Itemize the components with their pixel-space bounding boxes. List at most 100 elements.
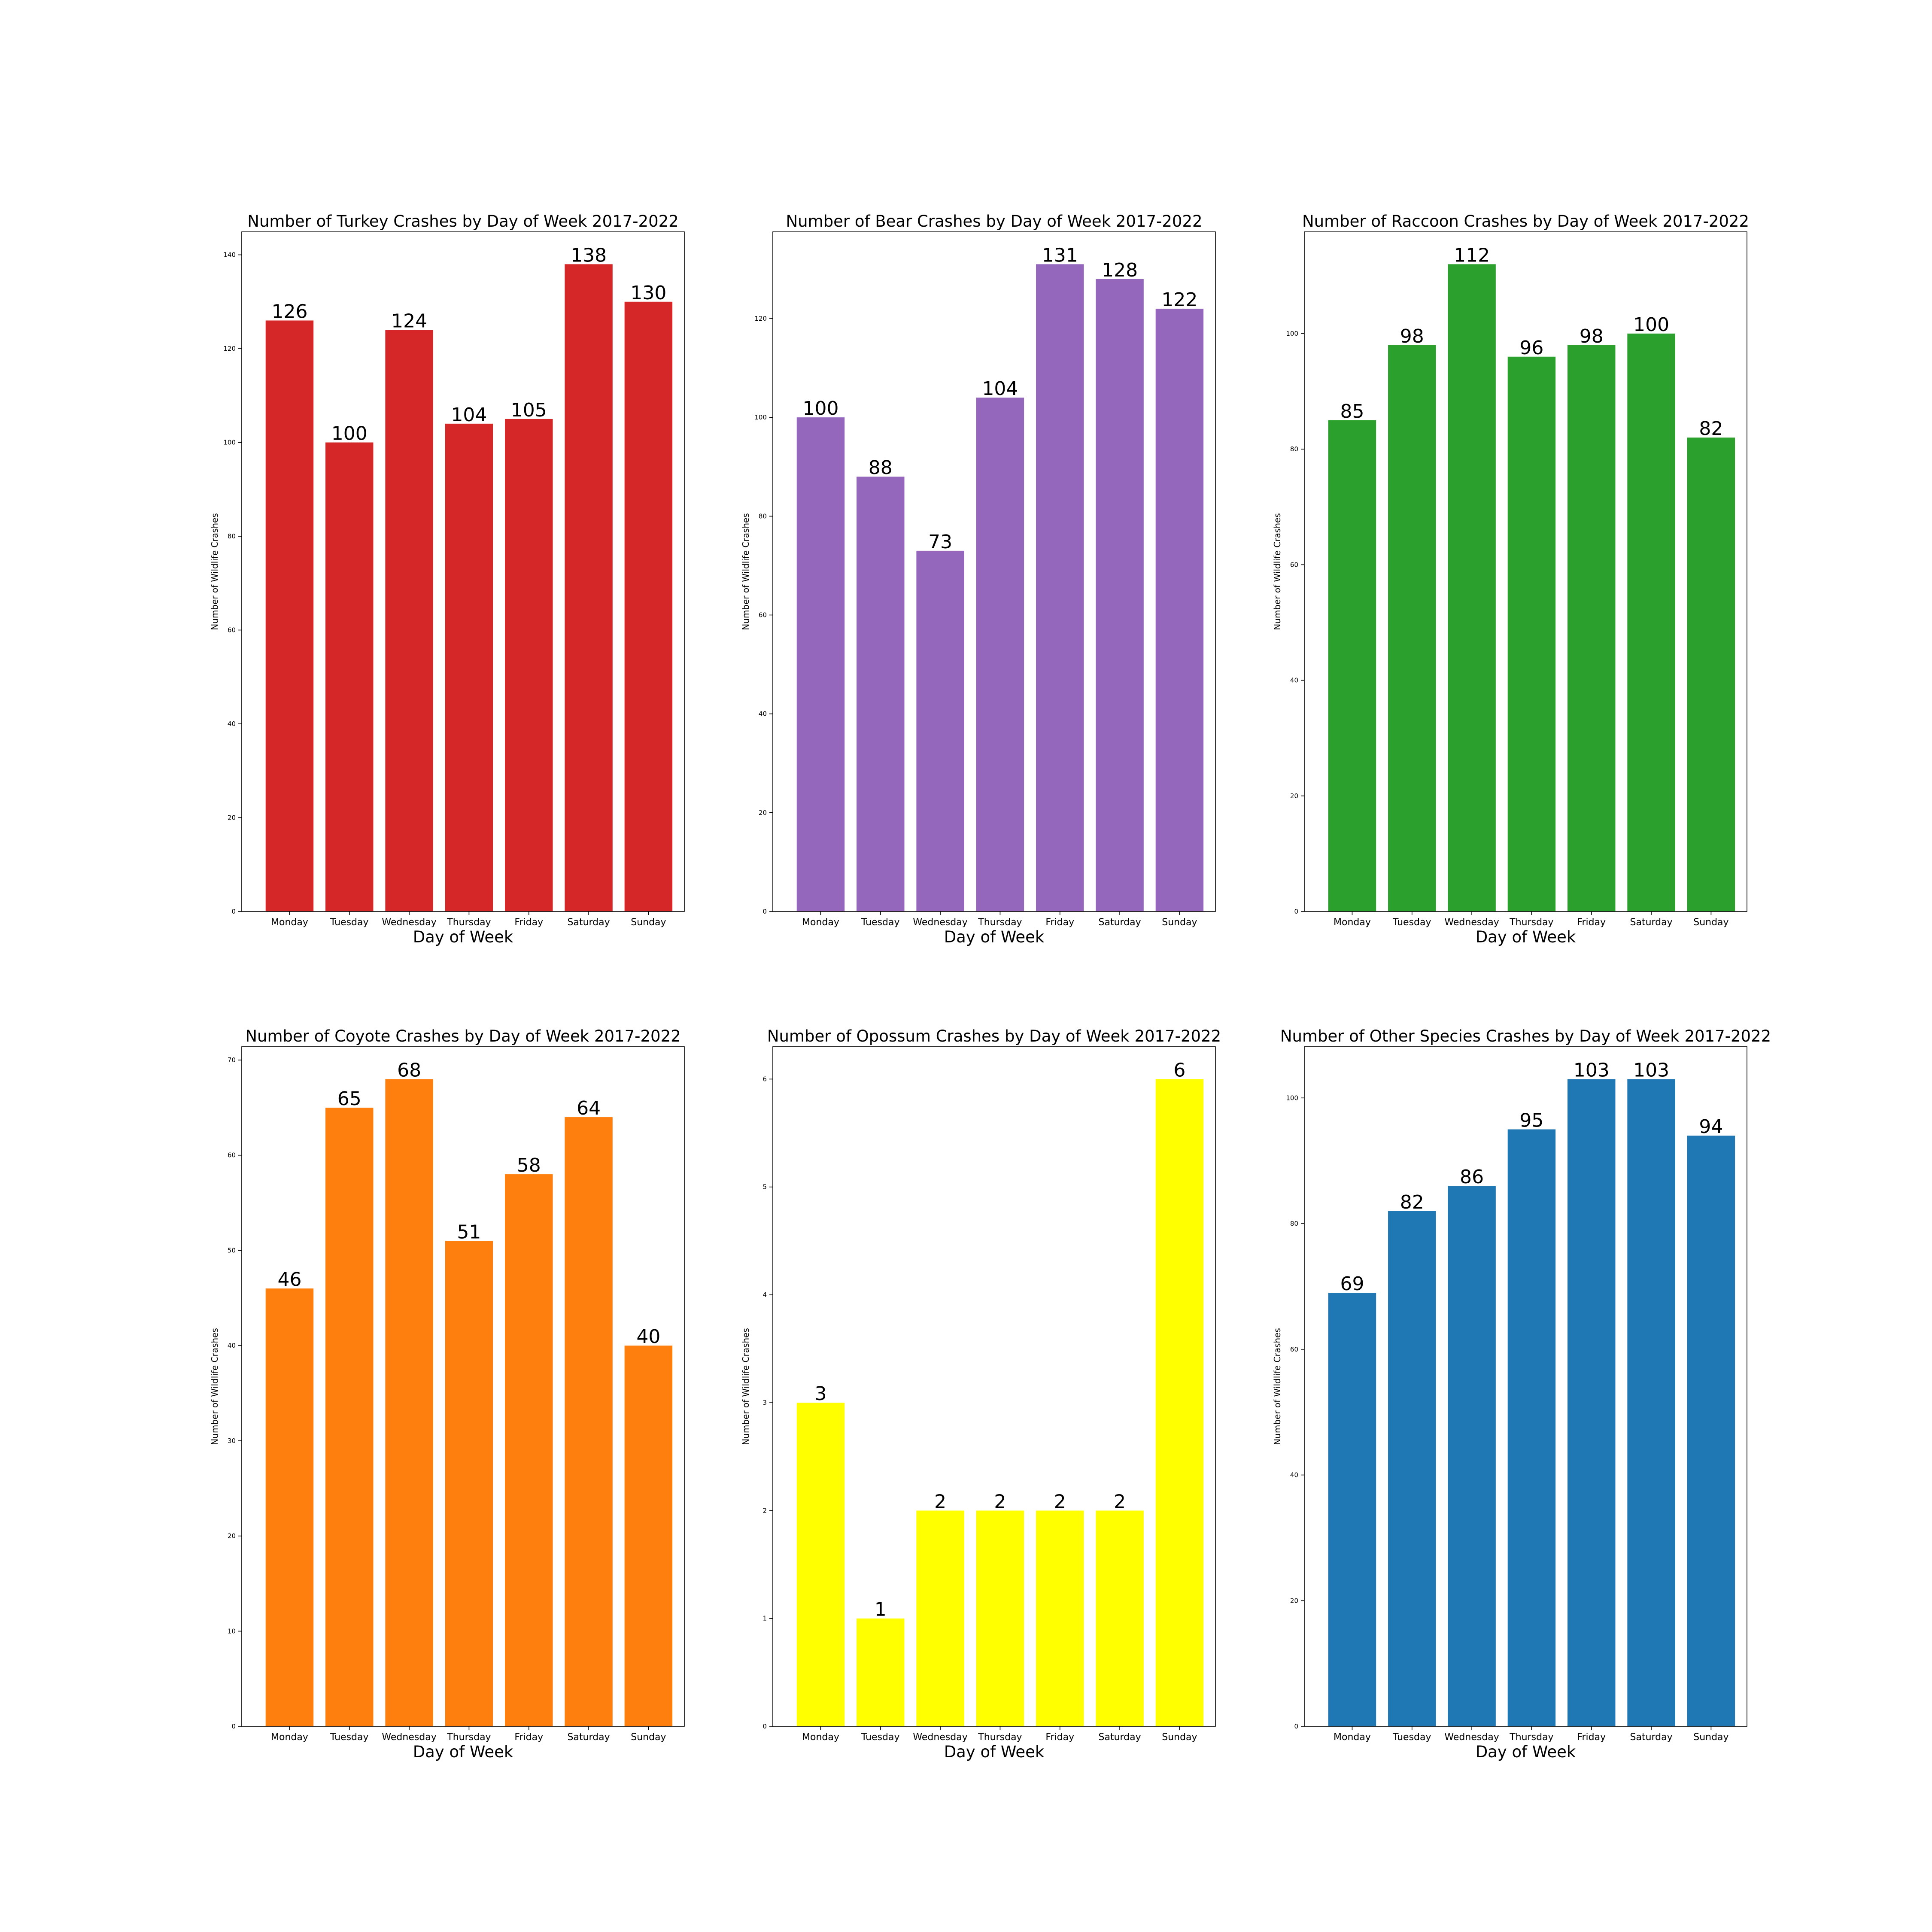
data-label: 2 bbox=[994, 1491, 1006, 1513]
y-tick-label: 0 bbox=[231, 908, 236, 915]
x-tick-label: Tuesday bbox=[1392, 1732, 1431, 1743]
data-label: 128 bbox=[1102, 259, 1138, 281]
y-axis-label: Number of Wildlife Crashes bbox=[210, 1328, 220, 1445]
x-tick-label: Thursday bbox=[447, 917, 491, 928]
bar-sunday bbox=[1155, 1079, 1204, 1726]
data-label: 138 bbox=[571, 244, 607, 266]
x-tick-label: Sunday bbox=[1693, 1732, 1728, 1743]
data-label: 122 bbox=[1161, 289, 1197, 311]
x-tick-label: Thursday bbox=[978, 1732, 1022, 1743]
y-tick-label: 0 bbox=[1294, 908, 1298, 915]
x-tick-label: Tuesday bbox=[330, 1732, 369, 1743]
y-tick-label: 0 bbox=[762, 908, 767, 915]
y-axis-label: Number of Wildlife Crashes bbox=[210, 513, 220, 630]
axes-frame bbox=[241, 231, 685, 912]
data-label: 126 bbox=[271, 301, 307, 322]
y-tick-label: 20 bbox=[759, 809, 767, 817]
x-tick-label: Saturday bbox=[568, 1732, 610, 1743]
data-label: 2 bbox=[1054, 1491, 1066, 1513]
x-tick-label: Sunday bbox=[631, 917, 666, 928]
bar-tuesday bbox=[325, 1107, 374, 1726]
y-tick-label: 40 bbox=[759, 710, 767, 718]
data-label: 105 bbox=[511, 399, 547, 421]
bar-friday bbox=[1036, 264, 1084, 911]
bar-sunday bbox=[1155, 308, 1204, 912]
y-axis-label: Number of Wildlife Crashes bbox=[741, 1328, 751, 1445]
x-tick-label: Saturday bbox=[1630, 917, 1673, 928]
bar-monday bbox=[265, 1288, 314, 1726]
y-tick-label: 120 bbox=[754, 315, 767, 322]
chart-panel-2: Number of Raccoon Crashes by Day of Week… bbox=[1272, 212, 1749, 946]
data-label: 2 bbox=[934, 1491, 946, 1513]
chart-title: Number of Raccoon Crashes by Day of Week… bbox=[1302, 212, 1749, 231]
bar-tuesday bbox=[1388, 345, 1436, 912]
y-tick-label: 50 bbox=[228, 1246, 236, 1254]
bar-thursday bbox=[445, 423, 493, 912]
data-label: 112 bbox=[1454, 244, 1490, 266]
bar-wednesday bbox=[916, 1510, 964, 1726]
y-tick-label: 5 bbox=[762, 1183, 767, 1191]
bar-monday bbox=[1328, 420, 1376, 911]
x-tick-label: Sunday bbox=[631, 1732, 666, 1743]
y-tick-label: 40 bbox=[1290, 677, 1298, 684]
y-tick-label: 40 bbox=[228, 720, 236, 728]
bar-sunday bbox=[1687, 437, 1735, 911]
axes-frame bbox=[241, 1046, 685, 1727]
bar-wednesday bbox=[1448, 1186, 1496, 1726]
bar-saturday bbox=[1096, 1510, 1144, 1726]
x-tick-label: Sunday bbox=[1162, 1732, 1197, 1743]
data-label: 98 bbox=[1400, 325, 1424, 347]
y-tick-label: 20 bbox=[228, 814, 236, 822]
chart-panel-5: Number of Other Species Crashes by Day o… bbox=[1272, 1027, 1771, 1761]
bar-friday bbox=[505, 419, 553, 911]
data-label: 95 bbox=[1519, 1109, 1543, 1131]
x-tick-label: Friday bbox=[1045, 1732, 1074, 1743]
x-tick-label: Saturday bbox=[1099, 1732, 1141, 1743]
bar-sunday bbox=[624, 1346, 673, 1726]
y-tick-label: 20 bbox=[228, 1532, 236, 1540]
y-tick-label: 1 bbox=[762, 1615, 767, 1622]
y-tick-label: 140 bbox=[223, 251, 236, 259]
bar-friday bbox=[1036, 1510, 1084, 1726]
y-tick-label: 80 bbox=[1290, 445, 1298, 453]
x-tick-label: Sunday bbox=[1162, 917, 1197, 928]
axes-frame bbox=[772, 1046, 1216, 1727]
bar-wednesday bbox=[1448, 264, 1496, 911]
axes-frame bbox=[1304, 231, 1747, 912]
x-tick-label: Monday bbox=[802, 1732, 839, 1743]
y-tick-label: 4 bbox=[762, 1291, 767, 1299]
x-axis-label: Day of Week bbox=[944, 1743, 1045, 1761]
data-label: 3 bbox=[814, 1383, 826, 1405]
data-label: 104 bbox=[451, 404, 487, 426]
chart-grid: Number of Turkey Crashes by Day of Week … bbox=[210, 212, 1771, 1761]
y-tick-label: 120 bbox=[223, 345, 236, 352]
bar-thursday bbox=[1507, 1129, 1556, 1726]
x-tick-label: Wednesday bbox=[913, 917, 967, 928]
y-tick-label: 100 bbox=[754, 413, 767, 421]
x-tick-label: Saturday bbox=[1099, 917, 1141, 928]
y-tick-label: 0 bbox=[231, 1722, 236, 1730]
data-label: 51 bbox=[457, 1221, 481, 1243]
y-axis-label: Number of Wildlife Crashes bbox=[741, 513, 751, 630]
data-label: 103 bbox=[1574, 1059, 1610, 1081]
bar-saturday bbox=[1627, 333, 1675, 911]
data-label: 6 bbox=[1173, 1059, 1185, 1081]
x-tick-label: Tuesday bbox=[330, 917, 369, 928]
bar-tuesday bbox=[1388, 1211, 1436, 1726]
x-tick-label: Friday bbox=[1577, 917, 1606, 928]
chart-title: Number of Coyote Crashes by Day of Week … bbox=[245, 1027, 680, 1045]
x-tick-label: Tuesday bbox=[861, 1732, 900, 1743]
y-tick-label: 20 bbox=[1290, 1597, 1298, 1604]
bar-monday bbox=[796, 417, 845, 911]
chart-title: Number of Opossum Crashes by Day of Week… bbox=[767, 1027, 1221, 1045]
data-label: 100 bbox=[1633, 314, 1669, 336]
bar-sunday bbox=[1687, 1136, 1735, 1726]
y-tick-label: 60 bbox=[228, 1151, 236, 1159]
y-tick-label: 60 bbox=[1290, 561, 1298, 568]
data-label: 73 bbox=[928, 531, 952, 553]
data-label: 104 bbox=[982, 378, 1018, 400]
data-label: 85 bbox=[1340, 401, 1364, 422]
data-label: 103 bbox=[1633, 1059, 1669, 1081]
bar-thursday bbox=[445, 1241, 493, 1726]
